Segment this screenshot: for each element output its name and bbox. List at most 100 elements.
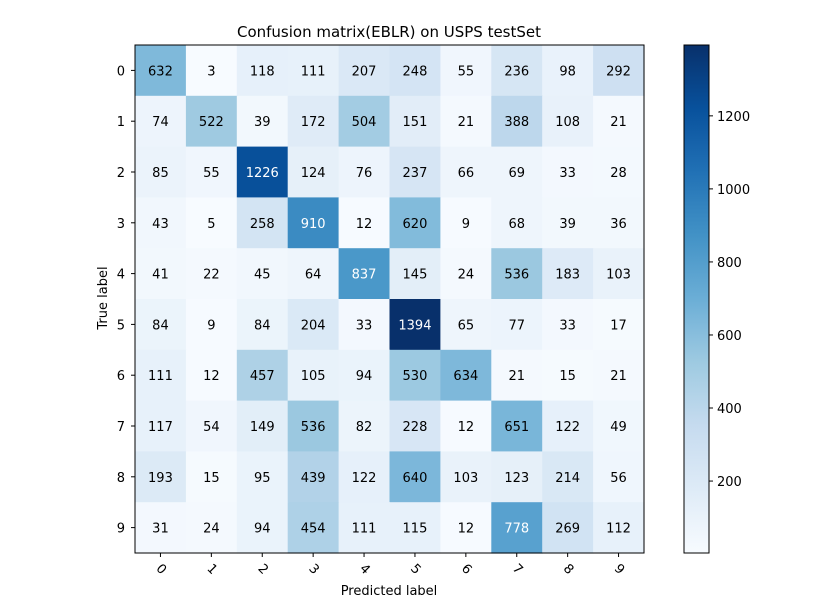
heatmap-cell-r4-c0 [135, 248, 187, 300]
heatmap-cell-r5-c4 [338, 299, 391, 351]
heatmap-cell-r1-c5 [389, 95, 441, 148]
cell-value-r9-c8: 269 [555, 522, 580, 537]
cell-value-r8-c3: 439 [301, 471, 326, 486]
colorbar-tick-label-400: 400 [717, 402, 742, 417]
cell-value-r9-c3: 454 [301, 522, 326, 537]
heatmap-cell-r3-c1 [185, 197, 238, 249]
heatmap-cell-r4-c5 [389, 248, 441, 300]
cell-value-r0-c7: 236 [504, 64, 529, 79]
cell-value-r7-c4: 82 [356, 420, 373, 435]
cell-value-r3-c1: 5 [207, 217, 215, 232]
colorbar-tick-label-800: 800 [717, 256, 742, 271]
heatmap-cell-r0-c0 [135, 45, 187, 97]
y-tick-label-2: 2 [117, 166, 125, 181]
cell-value-r7-c0: 117 [148, 420, 173, 435]
cell-value-r7-c5: 228 [403, 420, 428, 435]
x-tick-label-3: 3 [305, 561, 321, 577]
heatmap-cell-r4-c7 [491, 248, 543, 300]
heatmap-cell-r1-c7 [491, 95, 543, 148]
heatmap-cell-r1-c8 [542, 95, 594, 148]
cell-value-r4-c3: 64 [305, 268, 322, 283]
heatmap-cell-r5-c7 [491, 299, 543, 351]
cell-value-r7-c9: 49 [610, 420, 627, 435]
cell-value-r8-c5: 640 [403, 471, 428, 486]
heatmap-cell-r5-c1 [185, 299, 238, 351]
heatmap-cell-r5-c3 [287, 299, 340, 351]
heatmap-cell-r5-c6 [440, 299, 492, 351]
heatmap-cell-r0-c5 [389, 45, 441, 97]
cell-value-r3-c3: 910 [301, 217, 326, 232]
heatmap-cell-r2-c1 [185, 146, 238, 198]
heatmap-cell-r1-c2 [236, 95, 289, 148]
cell-value-r5-c1: 9 [207, 318, 215, 333]
heatmap-cell-r7-c8 [542, 400, 594, 452]
heatmap-cell-r0-c7 [491, 45, 543, 97]
cell-value-r5-c8: 33 [559, 318, 576, 333]
colorbar-tick-label-1200: 1200 [717, 110, 750, 125]
cell-value-r4-c6: 24 [458, 268, 475, 283]
cell-value-r8-c6: 103 [453, 471, 478, 486]
cell-value-r2-c5: 237 [403, 166, 428, 181]
heatmap-cell-r6-c1 [185, 349, 238, 402]
y-axis-title: True label [96, 266, 111, 330]
cell-value-r3-c2: 258 [250, 217, 275, 232]
y-axis-ticks: 0 1 2 3 4 5 6 7 8 9 [117, 64, 135, 537]
cell-value-r5-c5: 1394 [398, 318, 431, 333]
heatmap-cell-r6-c4 [338, 349, 391, 402]
heatmap-cell-r1-c4 [338, 95, 391, 148]
cell-value-r3-c8: 39 [559, 217, 576, 232]
cell-value-r2-c7: 69 [508, 166, 525, 181]
heatmap-cell-r2-c7 [491, 146, 543, 198]
cell-value-r5-c0: 84 [152, 318, 169, 333]
cell-value-r4-c2: 45 [254, 268, 271, 283]
cell-value-r7-c1: 54 [203, 420, 220, 435]
cell-value-r1-c8: 108 [555, 115, 580, 130]
heatmap-cell-r4-c4 [338, 248, 391, 300]
cell-value-r6-c8: 15 [559, 369, 576, 384]
cell-value-r4-c9: 103 [606, 268, 631, 283]
heatmap-cell-r9-c7 [491, 502, 543, 554]
cell-value-r0-c0: 632 [148, 64, 173, 79]
heatmap-cell-r7-c1 [185, 400, 238, 452]
cell-value-r8-c0: 193 [148, 471, 173, 486]
heatmap-cell-r7-c5 [389, 400, 441, 452]
heatmap-cell-r1-c6 [440, 95, 492, 148]
cell-value-r6-c0: 111 [148, 369, 173, 384]
heatmap-cell-r8-c2 [236, 451, 289, 503]
heatmap-cell-r3-c4 [338, 197, 391, 249]
cell-value-r9-c5: 115 [403, 522, 428, 537]
cell-value-r1-c0: 74 [152, 115, 169, 130]
x-tick-label-1: 1 [204, 561, 220, 577]
y-tick-label-7: 7 [117, 420, 125, 435]
y-tick-label-1: 1 [117, 115, 125, 130]
heatmap-cell-r5-c9 [593, 299, 645, 351]
heatmap-cell-r2-c5 [389, 146, 441, 198]
y-tick-label-4: 4 [117, 268, 125, 283]
heatmap-cell-r5-c0 [135, 299, 187, 351]
cell-value-r9-c1: 24 [203, 522, 220, 537]
cell-value-r4-c0: 41 [152, 268, 169, 283]
cell-value-r7-c6: 12 [458, 420, 475, 435]
cell-value-r5-c2: 84 [254, 318, 271, 333]
heatmap-cell-r3-c9 [593, 197, 645, 249]
cell-value-r1-c6: 21 [458, 115, 475, 130]
cell-value-r7-c3: 536 [301, 420, 326, 435]
cell-value-r1-c9: 21 [610, 115, 627, 130]
x-tick-label-0: 0 [153, 561, 169, 577]
cell-value-r1-c2: 39 [254, 115, 271, 130]
plot-frame [134, 44, 645, 554]
heatmap-cell-r9-c9 [593, 502, 645, 554]
y-tick-label-9: 9 [117, 522, 125, 537]
cell-value-r2-c2: 1226 [246, 166, 279, 181]
cell-value-r4-c4: 837 [352, 268, 377, 283]
heatmap-cell-r4-c1 [185, 248, 238, 300]
heatmap-cells [135, 45, 645, 554]
heatmap-cell-r7-c3 [287, 400, 340, 452]
cell-value-r9-c9: 112 [606, 522, 631, 537]
heatmap-cell-r2-c0 [135, 146, 187, 198]
cell-value-r2-c3: 124 [301, 166, 326, 181]
heatmap-cell-r8-c7 [491, 451, 543, 503]
x-tick-label-9: 9 [611, 561, 627, 577]
heatmap-cell-r0-c4 [338, 45, 391, 97]
heatmap-cell-r6-c8 [542, 349, 594, 402]
